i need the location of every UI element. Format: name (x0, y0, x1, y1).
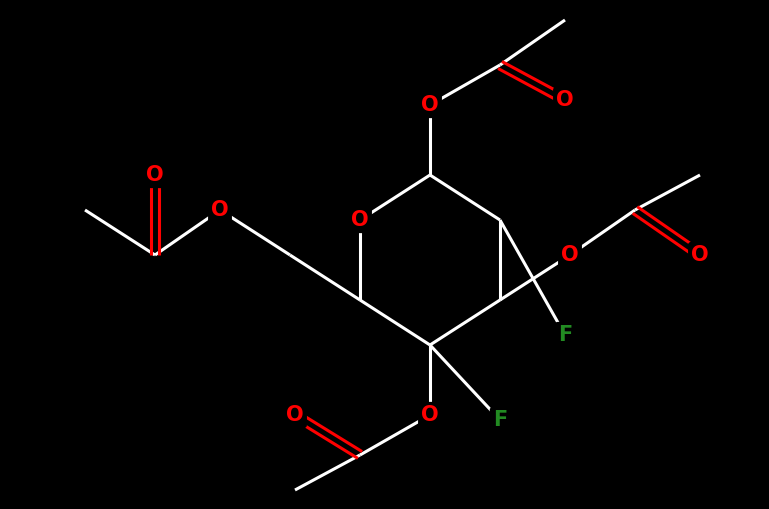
Text: F: F (493, 410, 507, 430)
Text: F: F (558, 325, 572, 345)
Text: O: O (691, 245, 709, 265)
Text: O: O (556, 90, 574, 110)
Text: O: O (211, 200, 229, 220)
Text: O: O (286, 405, 304, 425)
Text: O: O (561, 245, 579, 265)
Text: O: O (421, 405, 439, 425)
Text: O: O (351, 210, 369, 230)
Text: O: O (421, 95, 439, 115)
Text: O: O (146, 165, 164, 185)
